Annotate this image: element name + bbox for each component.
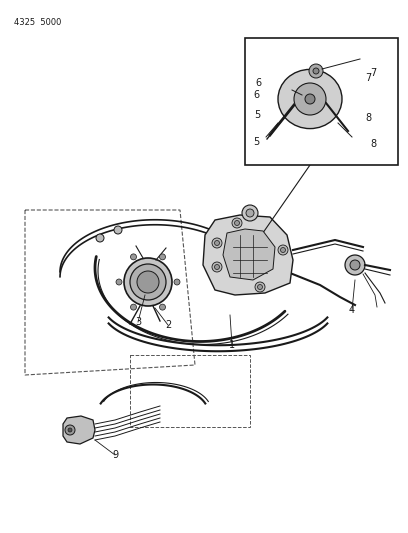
- Bar: [245, 38, 398, 165]
- Ellipse shape: [278, 69, 342, 128]
- Circle shape: [294, 83, 326, 115]
- Text: 2: 2: [165, 320, 171, 330]
- Text: 5: 5: [253, 137, 259, 147]
- Circle shape: [345, 255, 365, 275]
- Circle shape: [215, 240, 220, 246]
- Circle shape: [305, 94, 315, 104]
- Circle shape: [232, 218, 242, 228]
- Circle shape: [160, 254, 166, 260]
- Text: 8: 8: [365, 113, 371, 123]
- Circle shape: [235, 221, 239, 225]
- Circle shape: [350, 260, 360, 270]
- Circle shape: [68, 428, 72, 432]
- Text: 5: 5: [254, 110, 260, 120]
- Text: 9: 9: [112, 450, 118, 460]
- Circle shape: [124, 258, 172, 306]
- Circle shape: [212, 238, 222, 248]
- Polygon shape: [63, 416, 95, 444]
- Circle shape: [174, 279, 180, 285]
- Circle shape: [242, 205, 258, 221]
- Text: 1: 1: [229, 340, 235, 350]
- Circle shape: [212, 262, 222, 272]
- Circle shape: [246, 209, 254, 217]
- Circle shape: [131, 254, 137, 260]
- Circle shape: [65, 425, 75, 435]
- Circle shape: [281, 247, 286, 253]
- Text: 6: 6: [255, 78, 261, 88]
- Circle shape: [255, 282, 265, 292]
- Circle shape: [116, 279, 122, 285]
- Text: 3: 3: [135, 317, 141, 327]
- Text: 8: 8: [370, 139, 376, 149]
- Text: 4: 4: [349, 305, 355, 315]
- Polygon shape: [223, 229, 275, 280]
- Bar: [130, 355, 250, 427]
- Circle shape: [114, 226, 122, 234]
- Text: 7: 7: [365, 73, 371, 83]
- Polygon shape: [203, 215, 293, 295]
- Circle shape: [130, 264, 166, 300]
- Text: 4325  5000: 4325 5000: [14, 18, 61, 27]
- Circle shape: [313, 68, 319, 74]
- Circle shape: [137, 271, 159, 293]
- Circle shape: [309, 64, 323, 78]
- Circle shape: [160, 304, 166, 310]
- Circle shape: [257, 285, 262, 289]
- Text: 6: 6: [253, 90, 259, 100]
- Circle shape: [131, 304, 137, 310]
- Circle shape: [278, 245, 288, 255]
- Circle shape: [96, 234, 104, 242]
- Text: 7: 7: [370, 68, 376, 78]
- Circle shape: [215, 264, 220, 270]
